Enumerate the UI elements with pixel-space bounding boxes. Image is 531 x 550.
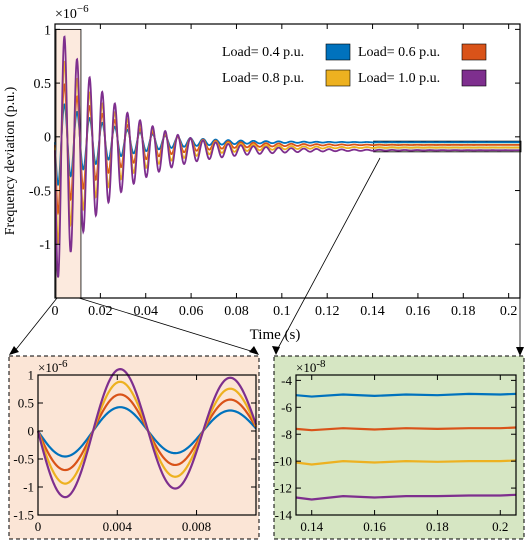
arrowhead-left-b	[249, 346, 259, 355]
zoom-right-y-tick-label: -6	[281, 400, 292, 415]
main-y-tick-label: 1	[44, 23, 51, 38]
zoom-right-y-tick-label: -10	[275, 454, 292, 469]
connector-left-b	[78, 297, 255, 353]
main-x-tick-label: 0.02	[88, 304, 113, 319]
main-y-tick-label: -0.5	[29, 184, 51, 199]
main-y-tick-label: -1	[39, 238, 51, 253]
zoom-left-y-exponent: ×10-6	[38, 358, 68, 375]
legend-swatch	[461, 43, 487, 61]
zoom-left-x-ticks: 0 0.004 0.008	[35, 375, 211, 534]
zoom-connectors	[9, 157, 524, 356]
main-x-tick-label: 0.1	[273, 304, 291, 319]
legend-label: Load= 0.8 p.u.	[222, 71, 304, 86]
legend-swatch	[461, 69, 487, 87]
zoom-left-y-tick-label: 0.5	[18, 396, 34, 411]
main-x-tick-label: 0.18	[451, 304, 476, 319]
legend-label: Load= 0.4 p.u.	[222, 45, 304, 60]
zoom-right-series-line	[295, 493, 517, 501]
zoom-right-axes-frame	[295, 374, 517, 516]
zoom-left-series-line	[36, 368, 258, 499]
main-x-tick-label: 0.2	[500, 304, 518, 319]
main-series-line	[54, 83, 520, 216]
main-y-ticks: 1 0.5 0 -0.5 -1	[29, 23, 520, 253]
zoom-left-x-tick-label: 0	[35, 519, 42, 534]
arrowhead-right-b	[516, 347, 524, 356]
zoom-right-series-lines	[295, 392, 517, 501]
main-x-ticks: 0 0.02 0.04 0.06 0.08 0.1 0.12 0.14 0.16 0.18 0.2	[52, 24, 518, 319]
zoom-right-y-ticks: -4 -6 -8 -10 -12 -14	[275, 373, 516, 523]
main-panel: 0 0.02 0.04 0.06 0.08 0.1 0.12 0.14 0.16 0.18 0.2 …	[3, 3, 522, 343]
legend-swatch	[325, 69, 351, 87]
main-axes-frame	[54, 23, 521, 299]
legend-label: Load= 0.6 p.u.	[358, 45, 440, 60]
main-x-tick-label: 0	[52, 304, 59, 319]
zoom-region-1	[373, 140, 522, 153]
main-series-lines	[54, 35, 520, 278]
main-x-tick-label: 0.16	[406, 304, 431, 319]
zoom-right-y-exponent: ×10-8	[296, 358, 326, 375]
zoom-right-series-line	[295, 392, 517, 398]
zoom-right-x-ticks: 0.14 0.16 0.18 0.2	[300, 375, 508, 534]
zoom-left-y-tick-label: -1.5	[13, 508, 34, 523]
zoom-right-y-tick-label: -12	[275, 481, 292, 496]
zoom-left-y-tick-label: 0	[28, 424, 35, 439]
zoom-right-background	[273, 355, 525, 540]
zoom-right-panel: 0.14 0.16 0.18 0.2 -4 -6 -8 -10 -12 -14 ×10-8	[273, 355, 525, 540]
main-y-exponent-power: −6	[77, 3, 89, 15]
main-y-tick-label: 0	[44, 131, 51, 146]
main-y-axis-label: Frequency deviation (p.u.)	[3, 86, 18, 235]
main-y-tick-label: 0.5	[34, 77, 52, 92]
main-x-tick-label: 0.12	[315, 304, 340, 319]
zoom-right-y-tick-label: -14	[275, 508, 293, 523]
legend-swatch	[325, 43, 351, 61]
zoom-left-series-lines	[36, 368, 258, 499]
connector-right-a	[275, 157, 381, 353]
zoom-right-y-exponent-power: -8	[316, 358, 326, 370]
main-series-line	[54, 103, 520, 187]
connector-left-a	[13, 297, 58, 353]
zoom-left-panel: 0 0.004 0.008 1 0.5 0 -0.5 -1 -1.5 ×10-6	[8, 355, 260, 540]
zoom-left-x-tick-label: 0.008	[182, 519, 211, 534]
zoom-left-y-exponent-power: -6	[58, 358, 68, 370]
zoom-right-series-line	[295, 459, 517, 466]
legend-label: Load= 1.0 p.u.	[358, 71, 440, 86]
zoom-right-x-tick-label: 0.14	[300, 519, 323, 534]
zoom-left-y-tick-label: -1	[23, 480, 34, 495]
arrowhead-right-a	[272, 346, 280, 355]
zoom-right-y-tick-label: -8	[281, 427, 292, 442]
zoom-highlight-regions	[55, 28, 522, 299]
main-y-exponent: ×10−6	[55, 3, 89, 22]
zoom-left-y-tick-label: -0.5	[13, 452, 34, 467]
zoom-left-axes-frame	[37, 374, 257, 516]
main-x-tick-label: 0.06	[179, 304, 204, 319]
zoom-left-y-tick-label: 1	[28, 368, 35, 383]
zoom-right-series-line	[295, 426, 517, 432]
main-x-tick-label: 0.04	[133, 304, 158, 319]
zoom-left-y-ticks: 1 0.5 0 -0.5 -1 -1.5	[13, 368, 256, 523]
legend: Load= 0.4 p.u. Load= 0.6 p.u. Load= 0.8 p.…	[222, 43, 487, 87]
main-x-tick-label: 0.14	[360, 304, 385, 319]
arrowhead-left-a	[9, 346, 19, 355]
main-x-axis-label: Time (s)	[250, 327, 301, 343]
main-series-line	[54, 35, 520, 278]
zoom-left-x-tick-label: 0.004	[103, 519, 133, 534]
zoom-right-x-tick-label: 0.18	[426, 519, 449, 534]
zoom-right-x-tick-label: 0.16	[363, 519, 386, 534]
main-x-tick-label: 0.08	[224, 304, 249, 319]
zoom-right-y-tick-label: -4	[281, 373, 292, 388]
zoom-right-x-tick-label: 0.2	[492, 519, 508, 534]
